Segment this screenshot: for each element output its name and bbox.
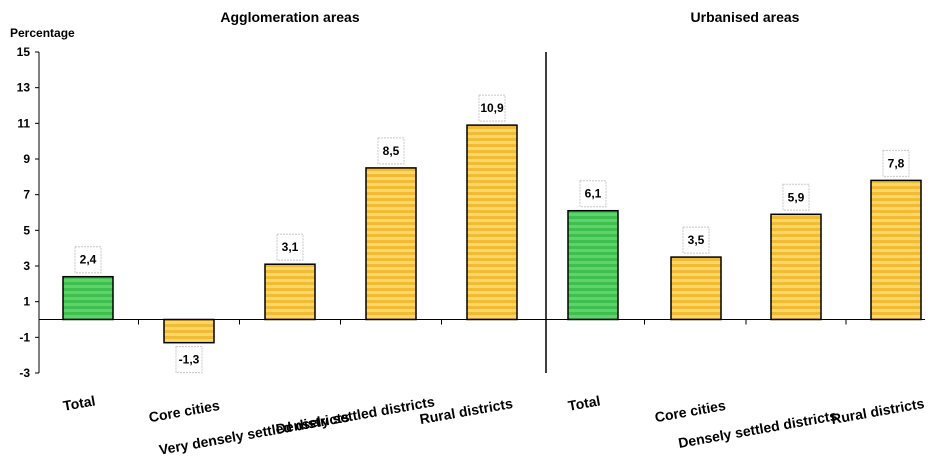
data-label-box	[175, 346, 203, 374]
y-axis-label: Percentage	[10, 26, 75, 40]
bar	[770, 213, 822, 321]
bar	[62, 275, 114, 321]
category-label: Densely settled districts	[274, 393, 436, 437]
category-label: Total	[62, 392, 97, 413]
data-label-box	[478, 94, 506, 122]
y-tick-label: 11	[17, 116, 30, 130]
data-labels: 2,4 -1,3 3,1 8,5 10,9 6,1 3,5 5,9 7,8	[74, 94, 910, 374]
y-tick-label: -3	[19, 366, 30, 380]
category-label: Core cities	[653, 397, 726, 425]
data-label: 3,1	[282, 240, 299, 254]
data-label: 3,5	[688, 233, 705, 247]
data-label: -1,3	[179, 353, 200, 367]
y-tick-label: 5	[23, 223, 30, 237]
group-titles: Agglomeration areas Urbanised areas	[220, 9, 799, 25]
data-label-box	[882, 149, 910, 177]
data-label-box	[377, 137, 405, 165]
data-label-box	[782, 183, 810, 211]
bar	[670, 256, 722, 321]
data-label-box	[579, 180, 607, 208]
bar	[365, 167, 417, 321]
y-tick-label: 3	[23, 259, 30, 273]
category-label: Rural districts	[830, 395, 926, 427]
data-label: 7,8	[888, 156, 905, 170]
data-label: 10,9	[480, 101, 504, 115]
data-label: 6,1	[585, 187, 602, 201]
category-label: Core cities	[147, 397, 220, 425]
y-tick-label: -1	[19, 330, 30, 344]
data-label: 5,9	[788, 190, 805, 204]
data-label: 2,4	[80, 253, 97, 267]
group-title: Agglomeration areas	[220, 9, 359, 25]
data-label-box	[276, 233, 304, 261]
bar	[264, 263, 316, 321]
bar	[163, 318, 215, 344]
data-label-box	[682, 226, 710, 254]
bar	[870, 179, 922, 321]
bars	[62, 124, 922, 344]
category-label: Total	[567, 392, 602, 413]
y-tick-label: 15	[17, 45, 31, 59]
y-tick-label: 13	[17, 81, 31, 95]
y-tick-label: 9	[23, 152, 30, 166]
group-title: Urbanised areas	[691, 9, 800, 25]
y-tick-label: 1	[23, 295, 30, 309]
bar	[466, 124, 518, 321]
bar	[567, 209, 619, 321]
y-tick-label: 7	[23, 188, 30, 202]
data-label-box	[74, 246, 102, 274]
data-label: 8,5	[383, 144, 400, 158]
